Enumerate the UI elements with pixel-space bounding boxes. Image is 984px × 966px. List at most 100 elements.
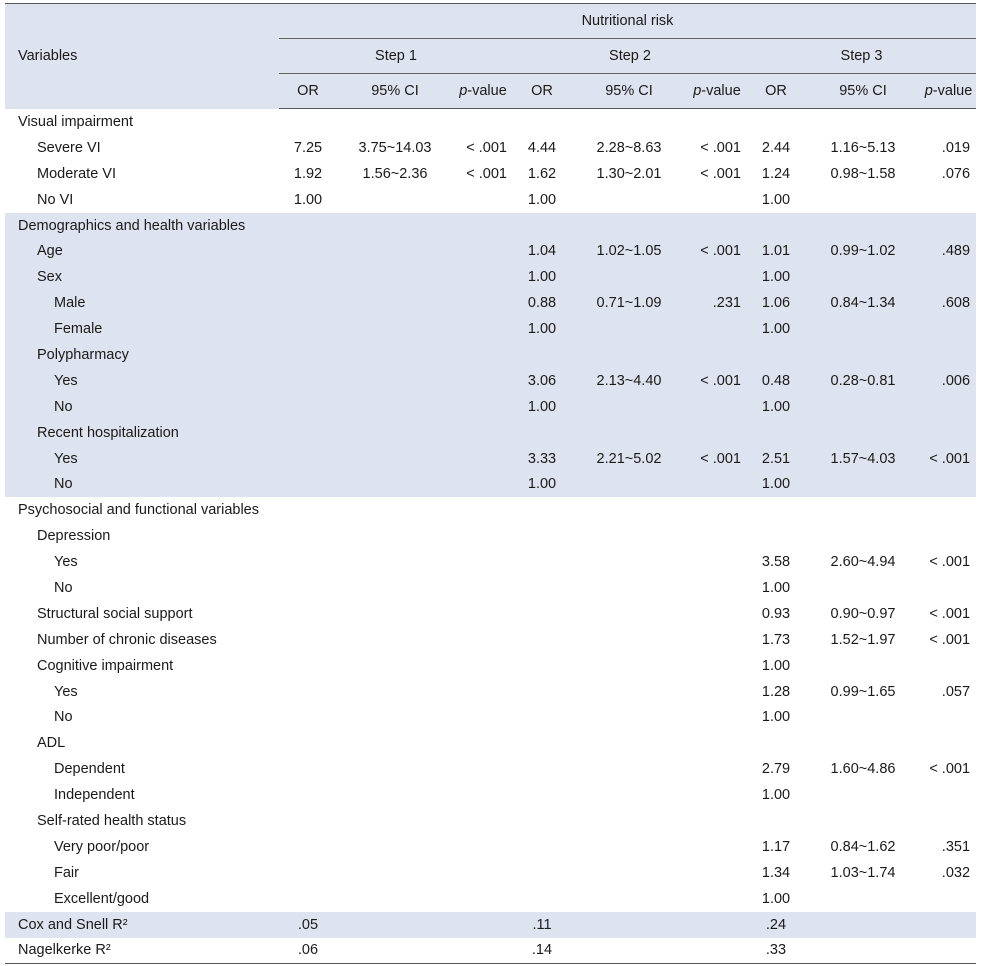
row-label: Nagelkerke R² <box>5 937 279 965</box>
ci-cell: 0.71~1.09 <box>571 290 687 317</box>
p-cell <box>921 419 977 446</box>
or-cell: 1.17 <box>761 838 791 855</box>
table-row: Age 1.04 1.02~1.05 < .001 1.01 0.99~1.02.489 <box>5 238 977 265</box>
or-cell <box>747 342 805 368</box>
or-cell <box>279 264 337 291</box>
ci-cell <box>805 523 921 549</box>
or-cell <box>279 730 337 756</box>
p-cell: < .001 <box>929 761 971 778</box>
p-cell: .608 <box>921 290 977 317</box>
ci-cell <box>571 549 687 575</box>
p-cell <box>453 471 513 498</box>
or-cell: 1.00 <box>513 264 571 291</box>
p-cell: < .001 <box>929 631 971 648</box>
ci-cell <box>571 730 687 756</box>
table-row: Severe VI 7.25 3.75~14.03 < .001 4.44 2.28~8.… <box>5 135 976 161</box>
ci-cell: 2.28~8.63 <box>596 139 662 156</box>
or-cell <box>279 782 337 808</box>
table-row: Demographics and health variables <box>5 212 977 239</box>
p-cell <box>687 808 747 834</box>
p-cell <box>687 549 747 575</box>
ci-cell <box>805 782 921 808</box>
row-label: Yes <box>54 554 78 571</box>
or-cell: .33 <box>747 937 805 965</box>
or-cell: 1.00 <box>293 191 323 208</box>
or-cell <box>513 627 571 653</box>
p-cell <box>687 937 747 965</box>
ci-cell <box>337 937 453 965</box>
ci-cell: 1.57~4.03 <box>805 445 921 472</box>
p-cell <box>453 367 513 394</box>
table-row: Cox and Snell R² .05 .11 .24 <box>5 911 977 938</box>
step-2-header: Step 2 <box>513 38 747 74</box>
row-label: Cognitive impairment <box>37 657 174 674</box>
variables-header: Variables <box>5 3 279 109</box>
p-cell <box>453 730 513 756</box>
p-cell <box>687 653 747 679</box>
ci-cell <box>571 911 687 938</box>
or-cell <box>279 653 337 679</box>
or-cell <box>279 367 337 394</box>
ci-cell <box>337 704 453 730</box>
p-cell <box>921 886 976 912</box>
ci-cell: 1.56~2.36 <box>362 165 428 182</box>
row-label: No VI <box>37 191 74 208</box>
ci-cell <box>805 393 921 420</box>
row-label: Structural social support <box>37 605 193 622</box>
or-cell <box>747 109 805 135</box>
or-cell <box>279 393 337 420</box>
ci-header: 95% CI <box>337 73 453 109</box>
p-cell <box>921 471 977 498</box>
ci-cell <box>337 549 453 575</box>
p-cell <box>453 886 513 912</box>
ci-cell: 0.28~0.81 <box>805 367 921 394</box>
p-cell <box>687 264 747 291</box>
p-cell: < .001 <box>466 139 507 156</box>
ci-cell <box>571 601 687 627</box>
row-label: Yes <box>54 683 78 700</box>
or-cell <box>279 523 337 549</box>
ci-cell <box>571 937 687 965</box>
p-cell <box>687 601 747 627</box>
or-cell: 1.00 <box>513 316 571 343</box>
ci-cell: 0.84~1.34 <box>805 290 921 317</box>
p-cell <box>687 679 747 705</box>
ci-cell: 0.90~0.97 <box>830 605 896 622</box>
or-cell: 1.00 <box>761 709 791 726</box>
p-cell <box>921 911 977 938</box>
ci-header: 95% CI <box>571 73 687 109</box>
or-cell: .05 <box>279 911 337 938</box>
p-cell: .006 <box>921 367 977 394</box>
p-cell: .032 <box>941 864 971 881</box>
ci-cell <box>571 497 687 523</box>
row-label: Yes <box>5 367 279 394</box>
row-label: Dependent <box>54 761 125 778</box>
ci-cell <box>805 911 921 938</box>
p-cell <box>453 756 513 782</box>
ci-cell: 1.60~4.86 <box>830 761 896 778</box>
ci-cell <box>571 316 687 343</box>
or-cell <box>279 860 337 886</box>
or-cell: 1.00 <box>513 471 571 498</box>
ci-cell <box>805 730 921 756</box>
ci-cell <box>571 782 687 808</box>
row-label: Visual impairment <box>18 113 133 130</box>
ci-cell <box>805 653 921 679</box>
ci-cell <box>571 653 687 679</box>
or-cell <box>513 704 571 730</box>
ci-cell: 1.02~1.05 <box>571 238 687 265</box>
p-cell <box>687 342 747 368</box>
ci-header: 95% CI <box>805 73 921 109</box>
ci-cell <box>337 109 453 135</box>
ci-cell <box>337 187 453 213</box>
or-cell <box>279 886 337 912</box>
or-cell: 1.01 <box>747 238 805 265</box>
ci-cell <box>571 704 687 730</box>
ci-cell <box>337 471 453 498</box>
row-label: Moderate VI <box>37 165 116 182</box>
p-cell <box>687 911 747 938</box>
or-cell: 1.28 <box>761 683 791 700</box>
table-row: Depression <box>5 523 976 549</box>
ci-cell <box>571 886 687 912</box>
